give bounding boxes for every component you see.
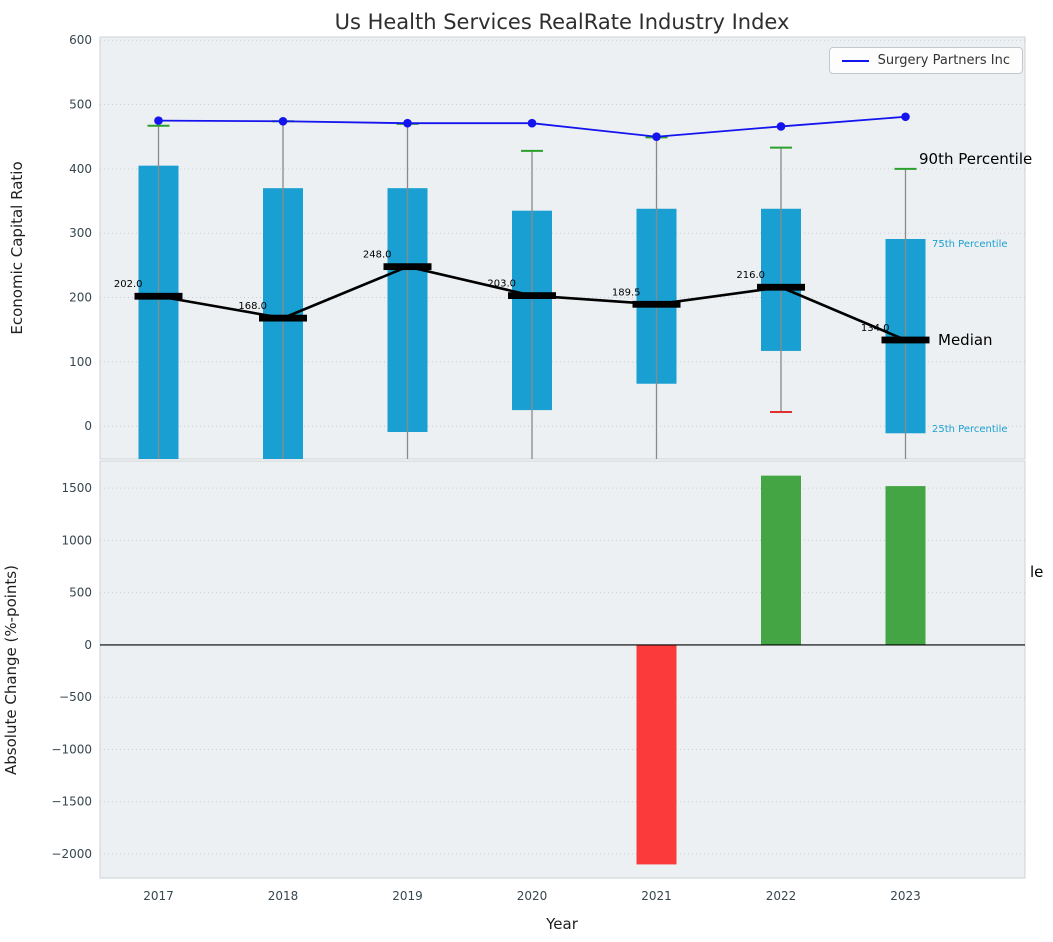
ytick-bottom--1500: −1500 bbox=[51, 795, 92, 809]
top-y-axis-label: Economic Capital Ratio bbox=[8, 161, 26, 334]
xtick-2021: 2021 bbox=[641, 889, 672, 903]
surgery-partners-point-2020 bbox=[527, 118, 537, 128]
median-value-label-2017: 202.0 bbox=[114, 279, 143, 290]
ytick-top-500: 500 bbox=[69, 98, 92, 112]
median-dash-2020 bbox=[508, 292, 556, 300]
xtick-2022: 2022 bbox=[766, 889, 797, 903]
label-median: Median bbox=[938, 331, 993, 349]
ytick-bottom-1500: 1500 bbox=[61, 481, 92, 495]
surgery-partners-point-2019 bbox=[403, 118, 412, 128]
xtick-2020: 2020 bbox=[517, 889, 548, 903]
ytick-bottom--500: −500 bbox=[59, 690, 92, 704]
label-90th-percentile: 90th Percentile bbox=[919, 150, 1032, 168]
bottom-plot-area bbox=[100, 475, 1025, 865]
median-dash-2021 bbox=[632, 300, 681, 308]
surgery-partners-point-2022 bbox=[776, 122, 786, 131]
median-dash-2023 bbox=[881, 336, 930, 344]
median-value-label-2023: 134.0 bbox=[861, 323, 890, 334]
bottom-y-axis-label: Absolute Change (%-points) bbox=[2, 565, 20, 775]
xtick-2023: 2023 bbox=[890, 889, 921, 903]
ytick-top-0: 0 bbox=[84, 419, 92, 433]
legend-label: Surgery Partners Inc bbox=[877, 53, 1010, 68]
ytick-top-300: 300 bbox=[69, 226, 92, 240]
xtick-2018: 2018 bbox=[268, 889, 299, 903]
median-value-label-2021: 189.5 bbox=[612, 287, 641, 298]
median-value-label-2019: 248.0 bbox=[363, 250, 392, 261]
legend: Surgery Partners Inc bbox=[828, 47, 1023, 74]
surgery-partners-point-2023 bbox=[901, 112, 910, 122]
bottom-axes-background bbox=[99, 460, 1026, 879]
surgery-partners-point-2017 bbox=[154, 116, 163, 125]
median-dash-2018 bbox=[259, 314, 307, 322]
surgery-partners-point-2021 bbox=[652, 132, 661, 142]
ytick-bottom-1000: 1000 bbox=[61, 533, 92, 547]
ytick-top-100: 100 bbox=[69, 355, 92, 369]
change-bar-2021 bbox=[636, 644, 677, 865]
median-dash-2019 bbox=[383, 263, 432, 271]
label-clipped-fragment: le bbox=[1030, 563, 1043, 581]
ytick-bottom-0: 0 bbox=[84, 638, 92, 652]
median-value-label-2018: 168.0 bbox=[238, 301, 267, 312]
x-axis-label: Year bbox=[545, 915, 579, 933]
top-axes-background bbox=[99, 36, 1026, 460]
top-plot-area bbox=[100, 39, 1025, 459]
ytick-top-600: 600 bbox=[69, 33, 92, 47]
change-bar-2023 bbox=[885, 486, 926, 645]
ytick-bottom--2000: −2000 bbox=[51, 847, 92, 861]
label-25th-percentile: 25th Percentile bbox=[932, 424, 1008, 435]
chart-title: Us Health Services RealRate Industry Ind… bbox=[335, 10, 790, 34]
ytick-bottom--1000: −1000 bbox=[51, 742, 92, 756]
median-dash-2022 bbox=[757, 283, 805, 291]
legend-line-sample bbox=[841, 59, 869, 62]
median-value-label-2022: 216.0 bbox=[736, 270, 765, 281]
surgery-partners-point-2018 bbox=[278, 116, 288, 126]
label-75th-percentile: 75th Percentile bbox=[932, 239, 1008, 250]
median-dash-2017 bbox=[134, 292, 183, 300]
change-bar-2022 bbox=[761, 475, 801, 645]
median-value-label-2020: 203.0 bbox=[487, 279, 516, 290]
ytick-bottom-500: 500 bbox=[69, 586, 92, 600]
xtick-2017: 2017 bbox=[143, 889, 174, 903]
ytick-top-400: 400 bbox=[69, 162, 92, 176]
ytick-top-200: 200 bbox=[69, 291, 92, 305]
xtick-2019: 2019 bbox=[392, 889, 423, 903]
